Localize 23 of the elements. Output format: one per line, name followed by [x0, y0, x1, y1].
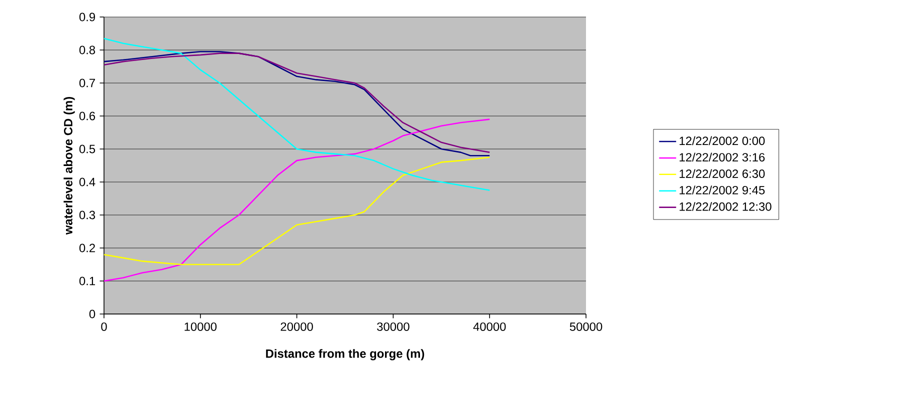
y-tick-label: 0.7 [79, 78, 95, 88]
x-tick-label: 20000 [280, 322, 313, 331]
legend-label: 12/22/2002 12:30 [680, 202, 772, 211]
y-tick-label: 0.6 [79, 112, 96, 120]
y-tick-label: 0.1 [79, 276, 95, 286]
x-tick-label: 40000 [473, 322, 506, 331]
legend-label: 12/22/2002 6:30 [680, 169, 765, 178]
y-tick-label: 0.4 [79, 178, 96, 186]
x-tick-label: 0 [101, 322, 107, 331]
legend-label: 12/22/2002 0:00 [680, 136, 765, 146]
x-tick-label: 30000 [377, 322, 410, 331]
y-axis-title: waterlevel above CD (m) [64, 97, 75, 235]
y-tick-label: 0 [89, 310, 96, 318]
legend-label: 12/22/2002 9:45 [680, 186, 765, 194]
y-tick-label: 0.3 [79, 210, 96, 220]
y-tick-label: 0.8 [79, 46, 96, 54]
x-axis-title: Distance from the gorge (m) [266, 349, 424, 360]
x-tick-label: 10000 [184, 322, 217, 331]
y-tick-label: 0.2 [79, 244, 95, 252]
legend-label: 12/22/2002 3:16 [680, 152, 765, 162]
y-tick-label: 0.5 [79, 144, 96, 154]
x-tick-label: 50000 [570, 322, 602, 331]
y-tick-label: 0.9 [79, 12, 95, 22]
